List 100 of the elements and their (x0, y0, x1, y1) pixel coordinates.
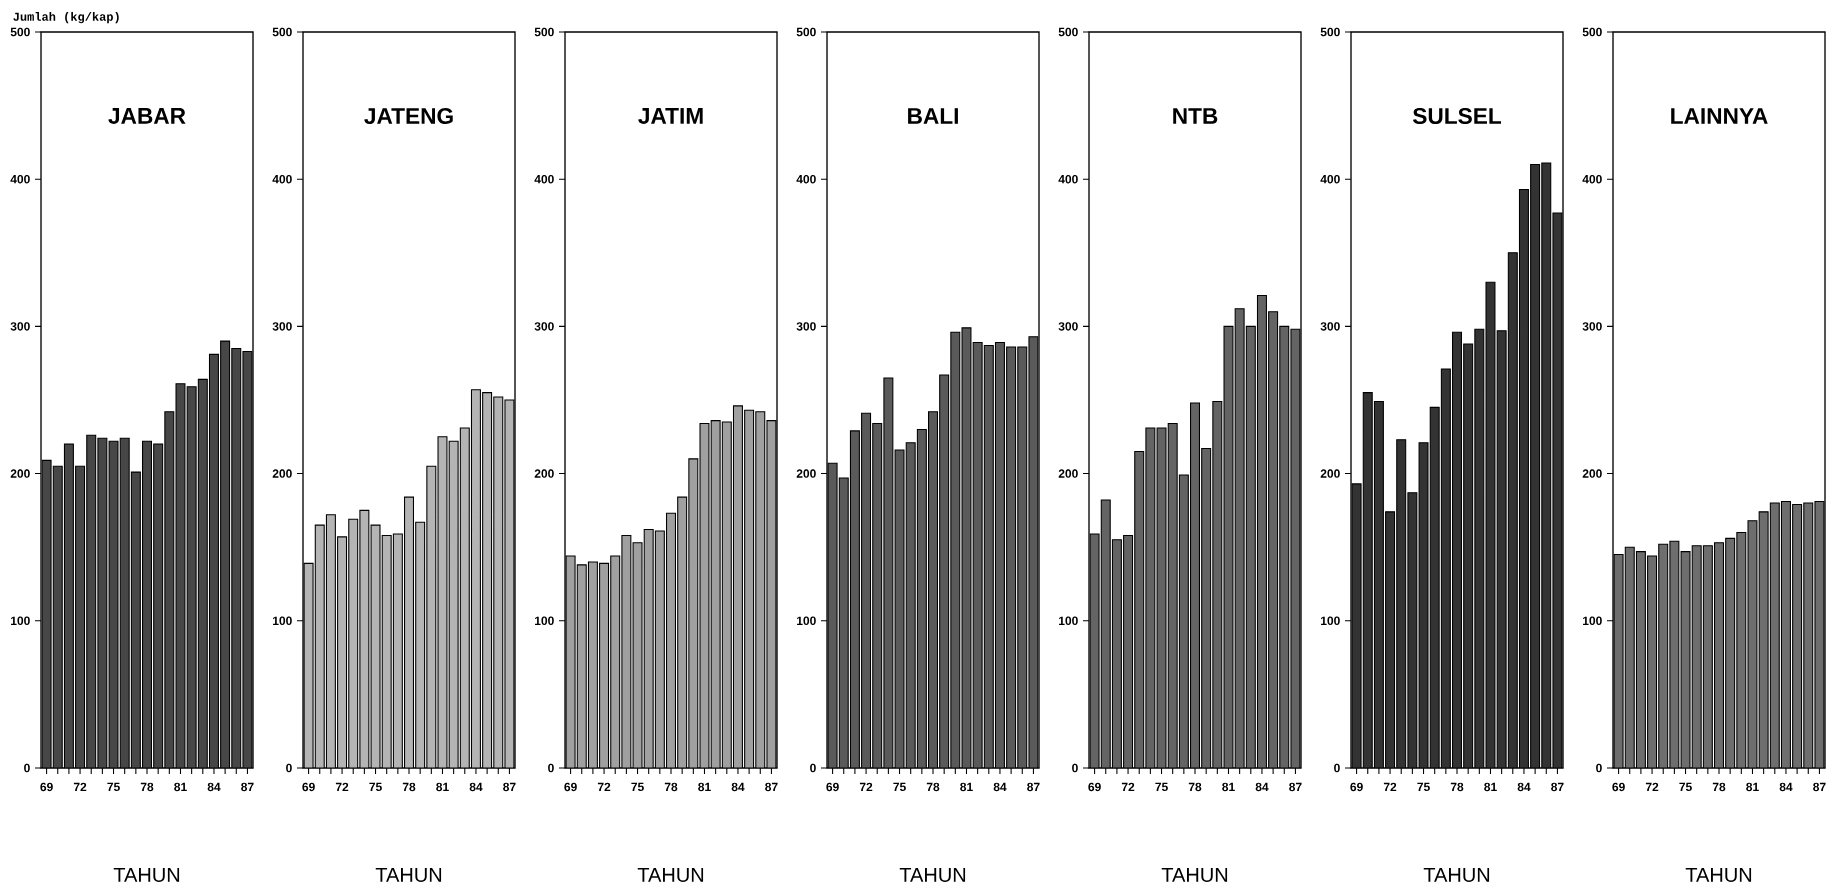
y-tick-label: 400 (796, 174, 816, 184)
y-tick-label: 400 (272, 174, 292, 184)
x-tick-label: 72 (1645, 782, 1659, 792)
x-tick-label: 78 (926, 782, 940, 792)
x-tick-label: 87 (1027, 782, 1040, 792)
x-tick-label: 75 (1155, 782, 1168, 792)
text: JATENG (364, 107, 453, 125)
y-tick-label: 200 (534, 469, 554, 478)
x-tick-label: 81 (1746, 782, 1759, 792)
y-tick-label: 500 (1320, 27, 1340, 37)
y-tick-label: 200 (1582, 469, 1602, 478)
x-tick-label: 81 (1222, 782, 1235, 792)
x-tick-label: 87 (1551, 782, 1564, 792)
x-axis-title: TAHUN (899, 868, 966, 882)
x-tick-label: 78 (664, 782, 678, 792)
text: JATIM (638, 108, 703, 124)
y-tick-label: 100 (1583, 616, 1602, 626)
x-axis-title: TAHUN (1685, 868, 1752, 882)
text: NTB (1173, 108, 1218, 124)
x-tick-label: 69 (1350, 782, 1363, 792)
y-tick-label: 0 (286, 763, 292, 773)
y-tick-label: 300 (1582, 322, 1602, 331)
y-tick-label: 100 (1059, 616, 1078, 626)
x-tick-label: 87 (503, 782, 516, 792)
x-tick-label: 84 (1779, 782, 1793, 792)
x-tick-label: 81 (698, 782, 711, 792)
x-tick-label: 87 (1813, 782, 1826, 792)
x-tick-label: 87 (1289, 782, 1302, 792)
y-tick-label: 200 (1058, 469, 1078, 478)
y-tick-label: 400 (1058, 174, 1078, 184)
x-tick-label: 75 (631, 782, 644, 792)
x-tick-label: 75 (369, 782, 382, 792)
y-tick-label: 100 (1321, 616, 1340, 626)
y-tick-label: 100 (535, 616, 554, 626)
y-tick-label: 0 (1072, 763, 1078, 773)
y-tick-label: 400 (1582, 174, 1602, 184)
x-tick-label: 78 (1450, 782, 1464, 792)
x-axis-title: TAHUN (1161, 868, 1228, 882)
y-tick-label: 300 (796, 322, 816, 331)
text: LAINNYA (1671, 108, 1768, 124)
x-tick-label: 84 (469, 782, 483, 792)
y-tick-label: 200 (10, 469, 30, 478)
x-tick-label: 72 (597, 782, 611, 792)
x-tick-label: 84 (993, 782, 1007, 792)
y-tick-label: 500 (10, 27, 30, 37)
x-tick-label: 72 (1383, 782, 1397, 792)
y-tick-label: 0 (1596, 763, 1602, 773)
x-tick-label: 81 (174, 782, 187, 792)
y-tick-label: 100 (11, 616, 30, 626)
x-tick-label: 78 (1188, 782, 1202, 792)
y-tick-label: 500 (272, 27, 292, 37)
x-axis-title: TAHUN (113, 868, 180, 882)
x-tick-label: 78 (402, 782, 416, 792)
y-tick-label: 100 (273, 616, 292, 626)
x-tick-label: 84 (1255, 782, 1269, 792)
y-tick-label: 300 (272, 322, 292, 331)
x-axis-title: TAHUN (375, 868, 442, 882)
x-tick-label: 81 (1484, 782, 1497, 792)
y-tick-label: 300 (534, 322, 554, 331)
x-tick-label: 84 (1517, 782, 1531, 792)
y-tick-label: 100 (797, 616, 816, 626)
y-tick-label: 300 (1320, 322, 1340, 331)
x-tick-label: 81 (960, 782, 973, 792)
y-tick-label: 300 (10, 322, 30, 331)
y-tick-label: 500 (1582, 27, 1602, 37)
x-axis-title: TAHUN (637, 868, 704, 882)
x-tick-label: 75 (1417, 782, 1430, 792)
x-tick-label: 72 (1121, 782, 1135, 792)
y-tick-label: 500 (534, 27, 554, 37)
y-tick-label: 400 (10, 174, 30, 184)
x-tick-label: 69 (1612, 782, 1625, 792)
y-tick-label: 300 (1058, 322, 1078, 331)
x-tick-label: 84 (207, 782, 221, 792)
text: JABAR (108, 108, 186, 124)
y-axis-title: Jumlah (kg/kap) (13, 12, 119, 24)
y-tick-label: 200 (1320, 469, 1340, 478)
x-tick-label: 78 (140, 782, 154, 792)
x-tick-label: 72 (73, 782, 87, 792)
y-tick-label: 500 (796, 27, 816, 37)
x-tick-label: 81 (436, 782, 449, 792)
x-tick-label: 75 (107, 782, 120, 792)
x-tick-label: 69 (564, 782, 577, 792)
x-tick-label: 69 (826, 782, 839, 792)
x-tick-label: 69 (40, 782, 53, 792)
y-tick-label: 0 (548, 763, 554, 773)
text: BALI (908, 108, 958, 124)
x-tick-label: 75 (1679, 782, 1692, 792)
y-tick-label: 0 (810, 763, 816, 773)
x-tick-label: 69 (302, 782, 315, 792)
text: SULSEL (1412, 107, 1502, 125)
x-axis-title: TAHUN (1423, 868, 1490, 882)
x-tick-label: 69 (1088, 782, 1101, 792)
x-tick-label: 72 (859, 782, 873, 792)
x-tick-label: 87 (241, 782, 254, 792)
y-tick-label: 0 (24, 763, 30, 773)
x-tick-label: 87 (765, 782, 778, 792)
y-tick-label: 400 (534, 174, 554, 184)
x-tick-label: 72 (335, 782, 349, 792)
y-tick-label: 200 (272, 469, 292, 478)
y-tick-label: 200 (796, 469, 816, 478)
